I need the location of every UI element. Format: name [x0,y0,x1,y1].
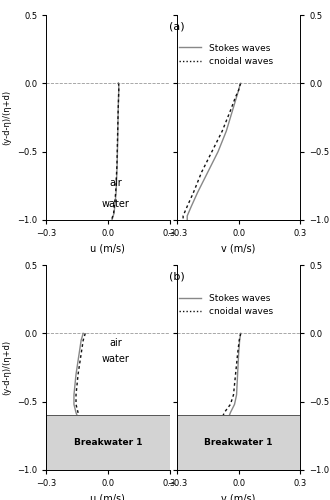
X-axis label: v (m/s): v (m/s) [221,244,256,254]
X-axis label: u (m/s): u (m/s) [90,244,125,254]
Text: water: water [101,198,129,208]
Text: Breakwater 1: Breakwater 1 [204,438,273,447]
X-axis label: v (m/s): v (m/s) [221,494,256,500]
Bar [177,416,300,470]
Text: air: air [109,178,122,188]
Y-axis label: (y-d-η)/(η+d): (y-d-η)/(η+d) [3,340,12,395]
Text: air: air [109,338,122,348]
Text: (a): (a) [169,21,185,31]
Text: water: water [101,354,129,364]
Legend: Stokes waves, cnoidal waves: Stokes waves, cnoidal waves [175,40,277,70]
Y-axis label: (y-d-η)/(η+d): (y-d-η)/(η+d) [3,90,12,145]
Bar [46,416,170,470]
Text: Breakwater 1: Breakwater 1 [74,438,142,447]
Legend: Stokes waves, cnoidal waves: Stokes waves, cnoidal waves [175,290,277,320]
X-axis label: u (m/s): u (m/s) [90,494,125,500]
Text: (b): (b) [169,271,185,281]
